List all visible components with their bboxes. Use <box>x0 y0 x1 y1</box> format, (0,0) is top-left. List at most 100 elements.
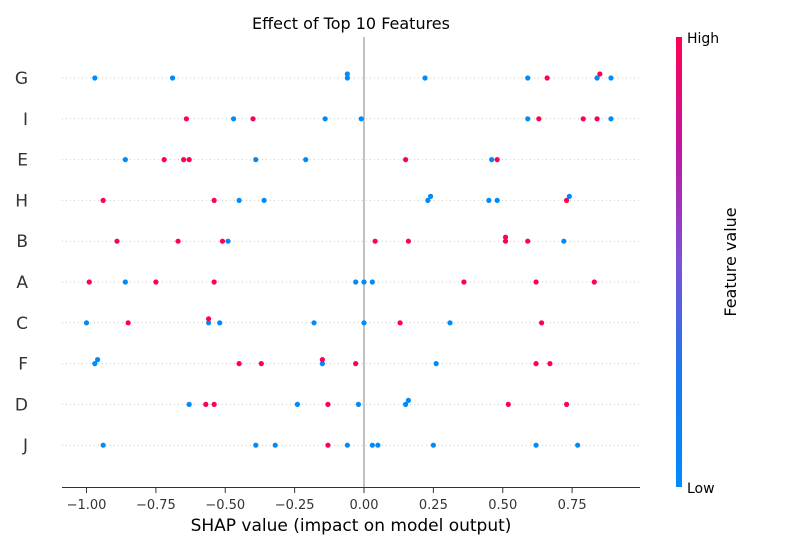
colorbar-low-label: Low <box>687 481 715 497</box>
point-A <box>122 279 128 285</box>
point-C <box>397 320 403 326</box>
point-E <box>161 157 167 163</box>
point-C <box>311 320 317 326</box>
point-J <box>369 442 375 448</box>
point-H <box>486 197 492 203</box>
point-H <box>428 193 434 199</box>
point-G <box>344 71 350 77</box>
point-E <box>181 157 187 163</box>
point-J <box>375 442 381 448</box>
feature-label-A: A <box>16 273 28 293</box>
point-E <box>403 157 409 163</box>
point-J <box>272 442 278 448</box>
row-gridlines <box>62 77 640 446</box>
point-D <box>325 401 331 407</box>
point-H <box>425 197 431 203</box>
point-C <box>83 320 90 326</box>
point-G <box>92 75 98 81</box>
point-C <box>447 320 453 326</box>
feature-label-F: F <box>18 355 28 375</box>
point-G <box>597 71 603 77</box>
point-D <box>355 401 362 407</box>
colorbar <box>676 37 682 487</box>
point-C <box>125 320 131 326</box>
feature-labels: G I EH B A C FD J <box>15 69 29 456</box>
point-H <box>100 197 106 203</box>
point-H <box>563 197 570 203</box>
point-I <box>250 116 256 122</box>
x-tick-label: 0.00 <box>350 498 379 513</box>
point-B <box>561 238 567 244</box>
point-A <box>86 279 92 285</box>
point-E <box>494 157 500 163</box>
point-G <box>422 75 428 81</box>
point-F <box>319 357 325 363</box>
point-D <box>211 401 217 407</box>
feature-label-I: I <box>23 110 28 130</box>
point-A <box>591 279 597 285</box>
x-axis-label: SHAP value (impact on model output) <box>191 516 512 536</box>
point-B <box>114 238 120 244</box>
point-A <box>353 279 359 285</box>
point-B <box>372 238 378 244</box>
point-A <box>153 279 159 285</box>
point-F <box>95 357 101 363</box>
point-B <box>225 238 231 244</box>
point-B <box>405 238 411 244</box>
point-I <box>580 116 586 122</box>
feature-label-B: B <box>16 232 28 252</box>
feature-label-D: D <box>15 395 28 415</box>
colorbar-title: Feature value <box>721 207 740 316</box>
feature-label-E: E <box>17 151 28 171</box>
point-F <box>353 361 359 367</box>
point-B <box>502 238 509 244</box>
point-I <box>322 116 328 122</box>
point-H <box>494 197 500 203</box>
point-F <box>433 361 439 367</box>
feature-label-C: C <box>16 314 28 334</box>
point-H <box>261 197 267 203</box>
point-D <box>405 397 411 403</box>
point-D <box>505 401 511 407</box>
point-B <box>525 238 531 244</box>
point-E <box>186 157 192 163</box>
point-A <box>369 279 375 285</box>
point-A <box>361 279 367 285</box>
x-axis-ticks: −1.00 −0.75 −0.50 −0.25 0.00 0.25 0.50 0.75 <box>67 488 587 513</box>
point-I <box>525 116 531 122</box>
feature-label-J: J <box>22 436 28 456</box>
point-I <box>536 116 542 122</box>
chart-title: Effect of Top 10 Features <box>252 14 450 33</box>
feature-label-G: G <box>15 69 28 89</box>
scatter-points <box>83 71 614 448</box>
point-E <box>303 157 309 163</box>
point-G <box>525 75 531 81</box>
point-G <box>344 75 350 81</box>
point-C <box>539 320 545 326</box>
point-I <box>608 116 614 122</box>
point-A <box>533 279 539 285</box>
point-I <box>358 116 364 122</box>
point-C <box>206 316 212 322</box>
point-F <box>547 361 553 367</box>
point-B <box>502 234 509 240</box>
point-F <box>258 361 264 367</box>
point-J <box>100 442 106 448</box>
point-E <box>122 157 128 163</box>
point-J <box>430 442 436 448</box>
point-J <box>344 442 350 448</box>
x-tick-label: −1.00 <box>67 498 107 513</box>
point-A <box>461 279 467 285</box>
point-C <box>217 320 223 326</box>
point-B <box>175 238 181 244</box>
colorbar-high-label: High <box>687 31 719 47</box>
point-H <box>236 197 242 203</box>
x-tick-label: 0.25 <box>419 498 448 513</box>
point-A <box>211 279 217 285</box>
point-E <box>253 157 259 163</box>
point-D <box>186 401 192 407</box>
point-G <box>594 75 600 81</box>
point-G <box>544 75 550 81</box>
point-G <box>608 75 614 81</box>
